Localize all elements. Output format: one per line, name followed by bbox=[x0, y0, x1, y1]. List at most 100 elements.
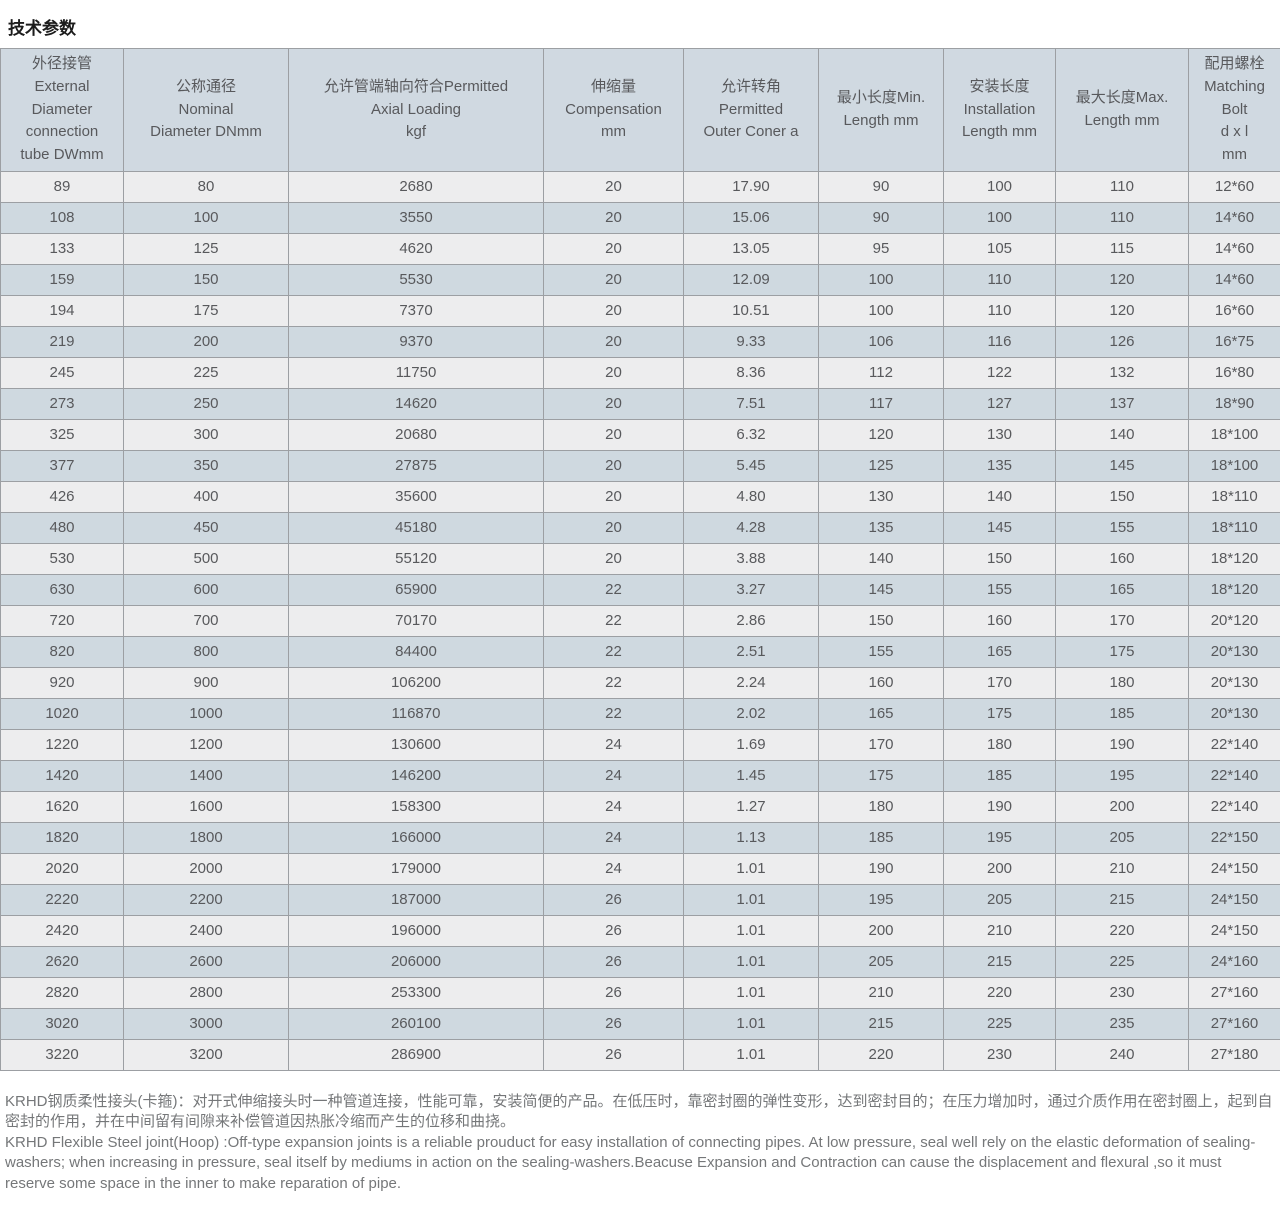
table-cell: 45180 bbox=[289, 512, 544, 543]
table-cell: 225 bbox=[124, 357, 289, 388]
table-cell: 2820 bbox=[1, 977, 124, 1008]
table-cell: 325 bbox=[1, 419, 124, 450]
table-cell: 90 bbox=[819, 202, 944, 233]
table-cell: 14*60 bbox=[1189, 202, 1280, 233]
table-cell: 24 bbox=[544, 822, 684, 853]
table-cell: 110 bbox=[1056, 202, 1189, 233]
table-cell: 210 bbox=[819, 977, 944, 1008]
table-cell: 22*150 bbox=[1189, 822, 1280, 853]
table-cell: 175 bbox=[124, 295, 289, 326]
table-cell: 220 bbox=[944, 977, 1056, 1008]
table-cell: 235 bbox=[1056, 1008, 1189, 1039]
table-cell: 18*90 bbox=[1189, 388, 1280, 419]
table-cell: 120 bbox=[1056, 264, 1189, 295]
table-cell: 110 bbox=[944, 264, 1056, 295]
table-cell: 6.32 bbox=[684, 419, 819, 450]
table-cell: 377 bbox=[1, 450, 124, 481]
table-cell: 230 bbox=[944, 1039, 1056, 1070]
column-header-8: 配用螺栓 Matching Bolt d x l mm bbox=[1189, 49, 1280, 172]
table-cell: 220 bbox=[819, 1039, 944, 1070]
table-cell: 9.33 bbox=[684, 326, 819, 357]
table-cell: 16*60 bbox=[1189, 295, 1280, 326]
table-cell: 1820 bbox=[1, 822, 124, 853]
table-cell: 27*180 bbox=[1189, 1039, 1280, 1070]
table-cell: 500 bbox=[124, 543, 289, 574]
table-cell: 84400 bbox=[289, 636, 544, 667]
table-cell: 20 bbox=[544, 357, 684, 388]
table-cell: 4.28 bbox=[684, 512, 819, 543]
table-cell: 196000 bbox=[289, 915, 544, 946]
table-cell: 3.88 bbox=[684, 543, 819, 574]
table-cell: 2680 bbox=[289, 171, 544, 202]
table-cell: 1220 bbox=[1, 729, 124, 760]
table-cell: 155 bbox=[1056, 512, 1189, 543]
table-cell: 1.01 bbox=[684, 1039, 819, 1070]
column-header-4: 允许转角 Permitted Outer Coner a bbox=[684, 49, 819, 172]
table-cell: 2400 bbox=[124, 915, 289, 946]
table-cell: 450 bbox=[124, 512, 289, 543]
table-cell: 150 bbox=[1056, 481, 1189, 512]
table-cell: 400 bbox=[124, 481, 289, 512]
table-cell: 18*110 bbox=[1189, 481, 1280, 512]
table-cell: 80 bbox=[124, 171, 289, 202]
table-cell: 14620 bbox=[289, 388, 544, 419]
table-cell: 160 bbox=[1056, 543, 1189, 574]
table-cell: 20 bbox=[544, 264, 684, 295]
table-cell: 2420 bbox=[1, 915, 124, 946]
table-cell: 1020 bbox=[1, 698, 124, 729]
table-cell: 20680 bbox=[289, 419, 544, 450]
table-cell: 125 bbox=[124, 233, 289, 264]
table-cell: 12.09 bbox=[684, 264, 819, 295]
table-cell: 3550 bbox=[289, 202, 544, 233]
table-cell: 1800 bbox=[124, 822, 289, 853]
table-cell: 225 bbox=[944, 1008, 1056, 1039]
table-cell: 1.01 bbox=[684, 946, 819, 977]
footnotes: KRHD钢质柔性接头(卡箍)：对开式伸缩接头时一种管道连接，性能可靠，安装简便的… bbox=[0, 1071, 1280, 1208]
table-cell: 530 bbox=[1, 543, 124, 574]
table-cell: 100 bbox=[944, 202, 1056, 233]
table-cell: 210 bbox=[1056, 853, 1189, 884]
table-cell: 24*150 bbox=[1189, 853, 1280, 884]
table-cell: 195 bbox=[1056, 760, 1189, 791]
table-cell: 140 bbox=[1056, 419, 1189, 450]
table-cell: 2.02 bbox=[684, 698, 819, 729]
table-cell: 3200 bbox=[124, 1039, 289, 1070]
table-cell: 170 bbox=[1056, 605, 1189, 636]
column-header-7: 最大长度Max. Length mm bbox=[1056, 49, 1189, 172]
table-cell: 126 bbox=[1056, 326, 1189, 357]
table-cell: 200 bbox=[124, 326, 289, 357]
table-cell: 95 bbox=[819, 233, 944, 264]
table-cell: 22*140 bbox=[1189, 791, 1280, 822]
table-cell: 24 bbox=[544, 853, 684, 884]
table-cell: 230 bbox=[1056, 977, 1189, 1008]
table-cell: 170 bbox=[819, 729, 944, 760]
table-cell: 220 bbox=[1056, 915, 1189, 946]
table-cell: 2.51 bbox=[684, 636, 819, 667]
table-cell: 127 bbox=[944, 388, 1056, 419]
table-cell: 205 bbox=[819, 946, 944, 977]
table-cell: 1200 bbox=[124, 729, 289, 760]
table-cell: 24*150 bbox=[1189, 884, 1280, 915]
table-cell: 2620 bbox=[1, 946, 124, 977]
table-cell: 22 bbox=[544, 574, 684, 605]
table-cell: 130 bbox=[944, 419, 1056, 450]
table-cell: 105 bbox=[944, 233, 1056, 264]
table-cell: 175 bbox=[819, 760, 944, 791]
table-cell: 1.13 bbox=[684, 822, 819, 853]
table-cell: 190 bbox=[1056, 729, 1189, 760]
table-cell: 27875 bbox=[289, 450, 544, 481]
table-cell: 175 bbox=[1056, 636, 1189, 667]
table-cell: 195 bbox=[819, 884, 944, 915]
table-cell: 159 bbox=[1, 264, 124, 295]
table-cell: 166000 bbox=[289, 822, 544, 853]
